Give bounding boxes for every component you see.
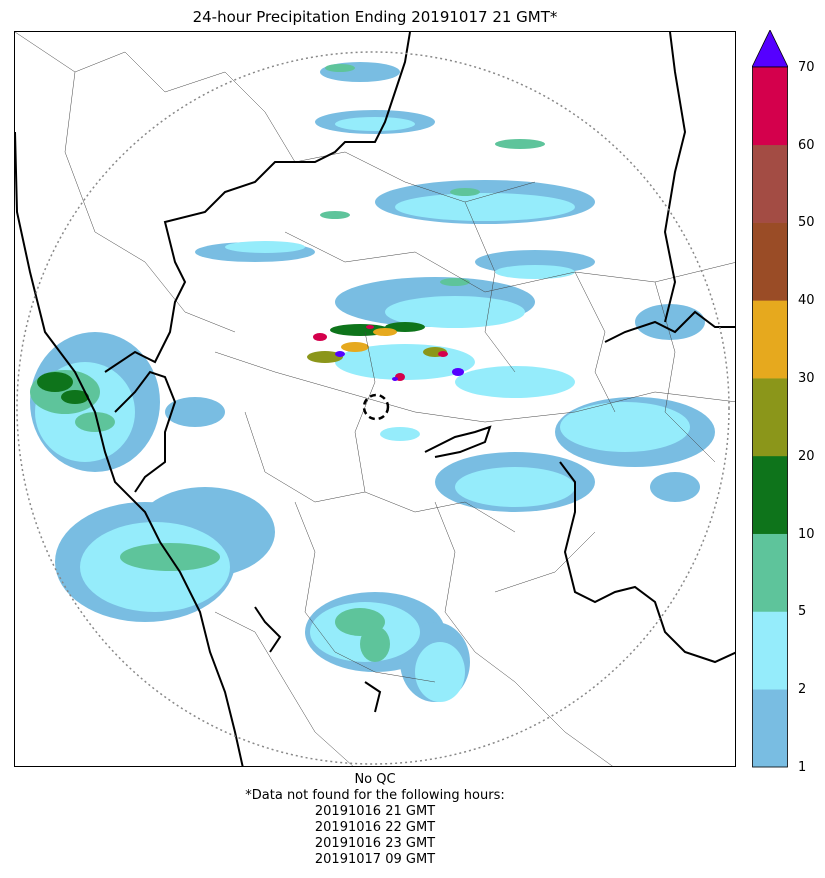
radar-range-ring: [16, 51, 730, 765]
footnote: No QC *Data not found for the following …: [14, 772, 736, 868]
colorbar-extend-arrow: [752, 30, 788, 68]
map-canvas: [15, 32, 735, 766]
chart-title: 24-hour Precipitation Ending 20191017 21…: [192, 8, 558, 26]
precip-intense-cells: [307, 325, 464, 381]
colorbar-block: [752, 222, 788, 301]
colorbar-tick-label: 10: [798, 527, 815, 542]
colorbar-block: [752, 455, 788, 534]
colorbar-tick-label: 70: [798, 60, 815, 75]
missing-hour: 20191017 09 GMT: [314, 852, 436, 867]
qc-status: No QC: [354, 772, 396, 787]
colorbar-tick-label: 1: [798, 760, 807, 775]
precipitation-map: [14, 31, 736, 767]
colorbar-block: [752, 689, 788, 768]
colorbar-block: [752, 300, 788, 379]
colorbar-block: [752, 533, 788, 612]
district-boundaries: [15, 32, 735, 766]
colorbar-blocks: [752, 67, 788, 768]
colorbar-block: [752, 67, 788, 146]
colorbar: [752, 30, 788, 768]
missing-data-header: *Data not found for the following hours:: [245, 788, 505, 803]
colorbar-tick-label: 50: [798, 215, 815, 230]
colorbar-block: [752, 378, 788, 457]
missing-hour: 20191016 22 GMT: [314, 820, 436, 835]
colorbar-tick-label: 40: [798, 293, 815, 308]
colorbar-tick-label: 60: [798, 138, 815, 153]
colorbar-tick-label: 20: [798, 449, 815, 464]
colorbar-block: [752, 611, 788, 690]
missing-hour: 20191016 23 GMT: [314, 836, 436, 851]
colorbar-tick-label: 5: [798, 604, 807, 619]
missing-hour: 20191016 21 GMT: [314, 804, 436, 819]
colorbar-tick-label: 30: [798, 371, 815, 386]
radar-site-marker: [362, 393, 390, 421]
colorbar-block: [752, 144, 788, 223]
state-boundaries: [15, 32, 735, 766]
colorbar-tick-label: 2: [798, 682, 807, 697]
